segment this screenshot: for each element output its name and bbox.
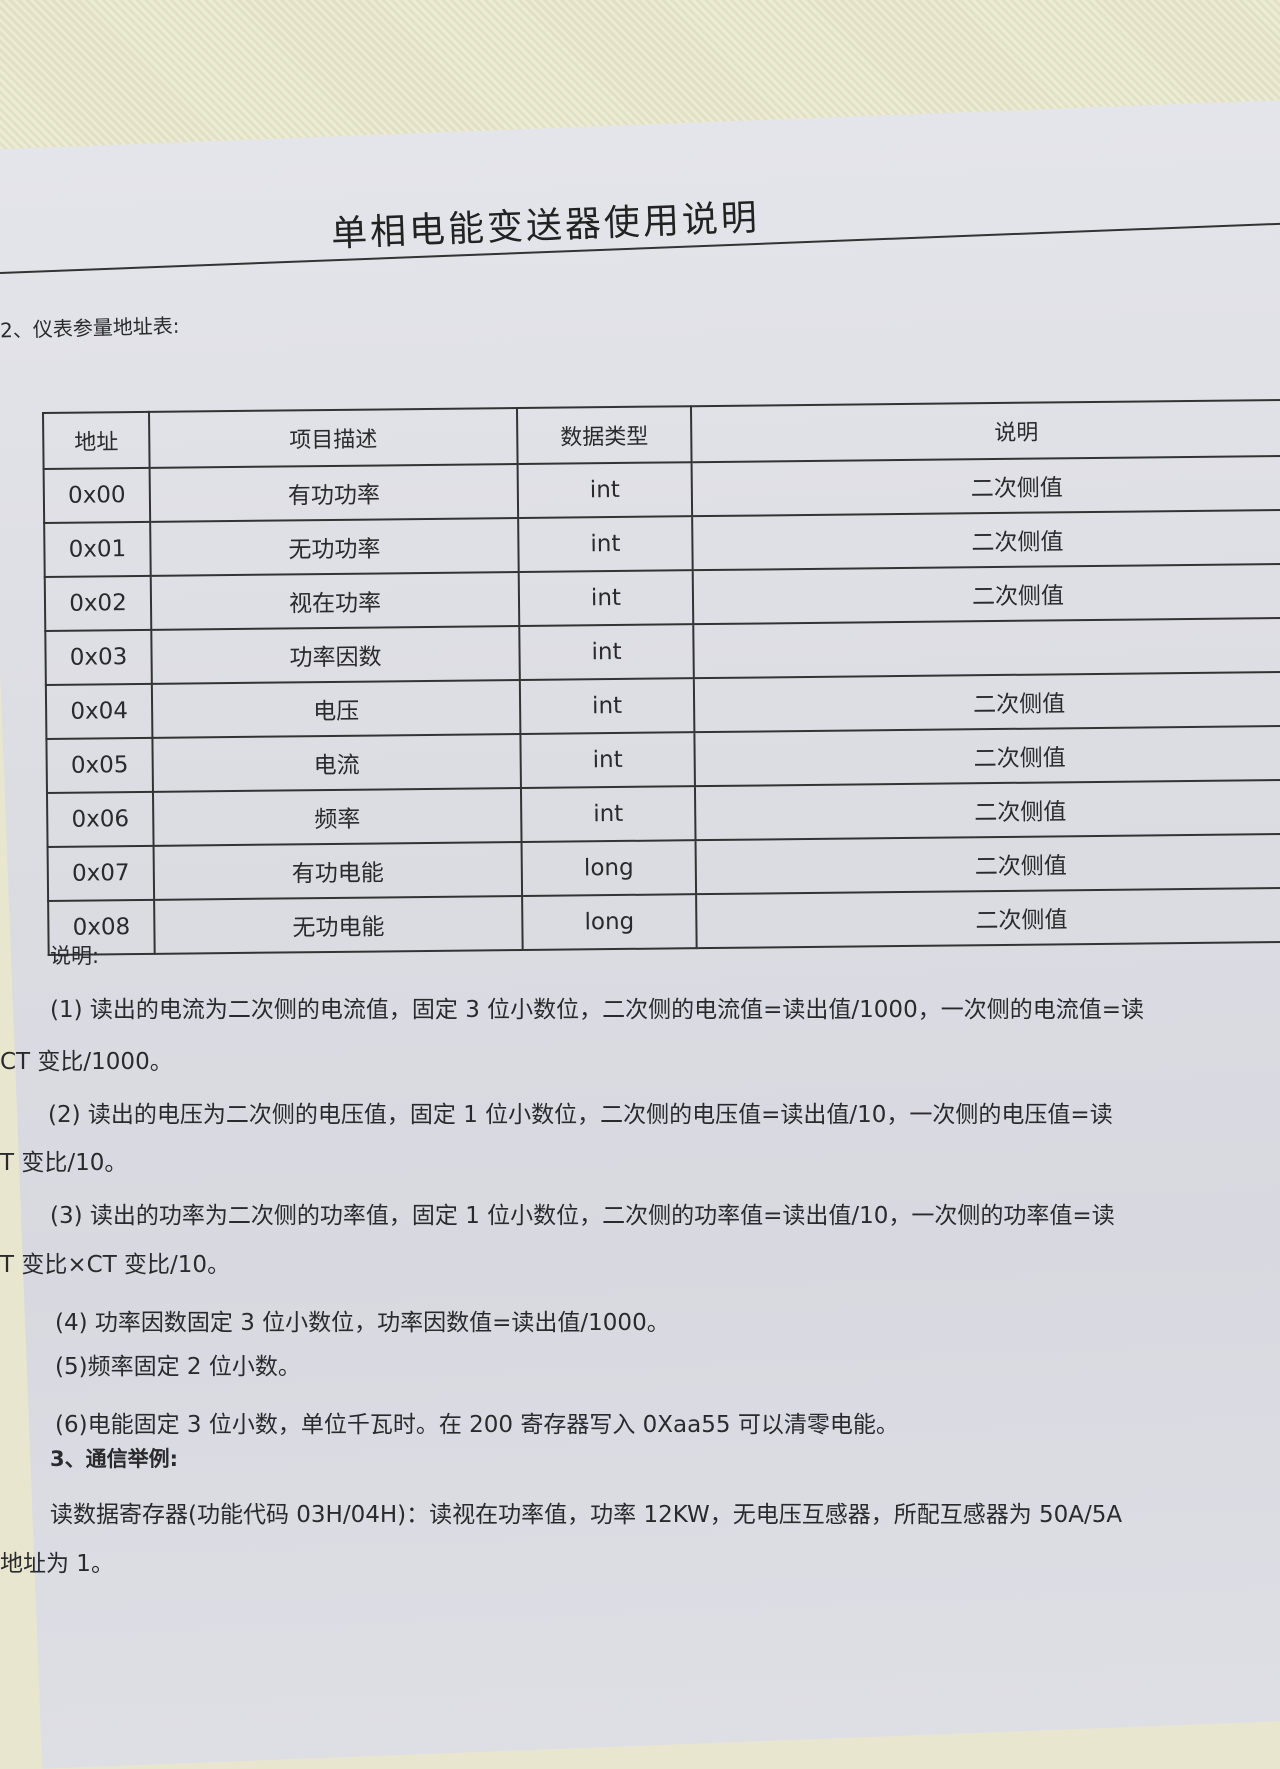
cell-note: 二次侧值: [692, 563, 1280, 625]
cell-note: 二次侧值: [692, 509, 1280, 571]
note-6: (6)电能固定 3 位小数，单位千瓦时。在 200 寄存器写入 0Xaa55 可…: [55, 1412, 899, 1438]
note-1-cont: CT 变比/1000。: [0, 1049, 173, 1075]
cell-address: 0x02: [44, 575, 152, 631]
example-text-cont: 地址为 1。: [0, 1551, 114, 1577]
cell-description: 功率因数: [151, 626, 520, 684]
cell-description: 有功电能: [153, 842, 523, 900]
parameter-address-table: 地址 项目描述 数据类型 说明 0x00 有功功率 int 二次侧值 0x01 无功功率 i…: [42, 398, 1280, 956]
cell-note: 二次侧值: [693, 671, 1280, 733]
cell-note: 二次侧值: [694, 779, 1280, 841]
cell-description: 电流: [152, 734, 521, 792]
cell-note: 二次侧值: [695, 833, 1280, 895]
note-4: (4) 功率因数固定 3 位小数位，功率因数值=读出值/1000。: [55, 1310, 670, 1336]
note-3: (3) 读出的功率为二次侧的功率值，固定 1 位小数位，二次侧的功率值=读出值/…: [50, 1203, 1115, 1229]
cell-address: 0x05: [46, 737, 153, 793]
cell-address: 0x00: [43, 467, 151, 523]
note-2-cont: T 变比/10。: [0, 1150, 128, 1176]
section-3-heading: 3、通信举例:: [50, 1447, 179, 1471]
cell-note: 二次侧值: [694, 725, 1280, 787]
cell-address: 0x06: [46, 791, 154, 847]
cell-data-type: int: [519, 678, 695, 735]
cell-data-type: int: [518, 570, 694, 627]
cell-data-type: int: [520, 732, 695, 789]
cell-note: 二次侧值: [696, 887, 1280, 949]
note-2: (2) 读出的电压为二次侧的电压值，固定 1 位小数位，二次侧的电压值=读出值/…: [48, 1102, 1113, 1128]
cell-description: 有功功率: [149, 464, 519, 522]
cell-description: 无功功率: [150, 518, 519, 576]
cell-data-type: long: [522, 894, 697, 950]
section-2-heading: 2、仪表参量地址表:: [0, 313, 180, 343]
cell-address: 0x04: [45, 683, 153, 739]
cell-description: 视在功率: [150, 572, 520, 630]
cell-data-type: int: [519, 624, 694, 681]
cell-description: 电压: [151, 680, 521, 738]
header-data-type: 数据类型: [516, 406, 692, 465]
example-text: 读数据寄存器(功能代码 03H/04H)：读视在功率值，功率 12KW，无电压互…: [50, 1502, 1123, 1528]
cell-description: 无功电能: [154, 895, 523, 954]
cell-data-type: int: [518, 516, 693, 573]
cell-address: 0x01: [44, 521, 151, 577]
cell-note: [693, 617, 1280, 679]
cell-note: 二次侧值: [691, 455, 1280, 517]
note-3-cont: T 变比×CT 变比/10。: [0, 1252, 231, 1278]
notes-heading: 说明:: [50, 944, 100, 968]
header-note: 说明: [690, 399, 1280, 463]
header-description: 项目描述: [149, 408, 518, 468]
cell-data-type: long: [521, 840, 697, 896]
note-5: (5)频率固定 2 位小数。: [55, 1354, 301, 1380]
cell-address: 0x07: [47, 845, 155, 901]
cell-description: 频率: [152, 788, 522, 846]
note-1: (1) 读出的电流为二次侧的电流值，固定 3 位小数位，二次侧的电流值=读出值/…: [50, 997, 1144, 1023]
cell-data-type: int: [520, 786, 696, 843]
cell-address: 0x03: [45, 629, 152, 685]
cell-data-type: int: [517, 462, 693, 519]
header-address: 地址: [43, 411, 150, 469]
